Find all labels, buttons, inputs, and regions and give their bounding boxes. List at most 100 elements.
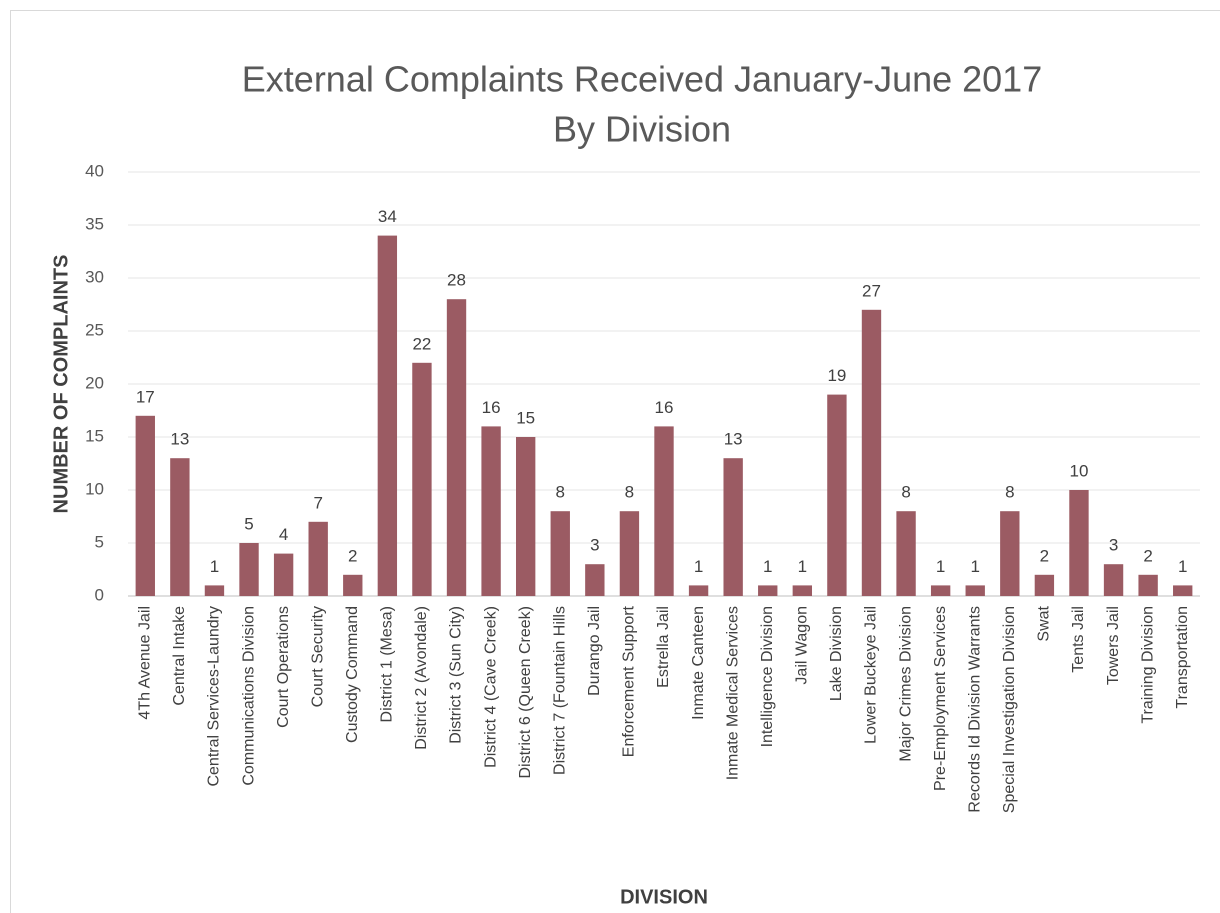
x-tick-label: Lake Division <box>828 606 845 701</box>
bar <box>170 458 190 596</box>
data-label: 28 <box>447 271 466 290</box>
x-tick-label: Major Crimes Division <box>897 606 914 762</box>
y-tick-label: 20 <box>85 373 104 392</box>
data-label: 1 <box>210 557 219 576</box>
data-label: 2 <box>1040 546 1049 565</box>
bar <box>654 426 674 596</box>
bar <box>1069 490 1089 596</box>
x-tick-label: Lower Buckeye Jail <box>863 606 880 744</box>
data-label: 8 <box>556 483 565 502</box>
bar <box>412 362 432 596</box>
x-tick-label: Communications Division <box>240 606 257 786</box>
data-label: 1 <box>970 557 979 576</box>
data-label: 13 <box>724 430 743 449</box>
y-tick-label: 0 <box>95 585 104 604</box>
x-tick-label: District 6 (Queen Creek) <box>517 606 534 779</box>
data-label: 7 <box>313 493 322 512</box>
chart-subtitle: By Division <box>553 109 731 150</box>
data-label: 5 <box>244 514 253 533</box>
data-label: 1 <box>1178 557 1187 576</box>
data-label: 1 <box>798 557 807 576</box>
y-tick-label: 35 <box>85 214 104 233</box>
bar <box>550 511 570 596</box>
data-label: 22 <box>412 334 431 353</box>
bar <box>861 309 882 596</box>
data-label: 16 <box>482 398 501 417</box>
x-tick-label: Transportation <box>1174 606 1191 709</box>
data-label: 2 <box>1143 546 1152 565</box>
x-axis-label: DIVISION <box>620 886 708 908</box>
bar <box>688 585 709 596</box>
chart-border <box>10 10 1220 913</box>
data-label: 8 <box>901 483 910 502</box>
x-tick-label: Custody Command <box>344 606 361 743</box>
bar <box>758 585 778 596</box>
data-label: 8 <box>625 483 634 502</box>
data-label: 8 <box>1005 483 1014 502</box>
bar <box>308 521 328 596</box>
data-label: 1 <box>936 557 945 576</box>
bar <box>343 574 363 596</box>
bar <box>204 585 225 596</box>
bar <box>446 299 467 596</box>
y-tick-label: 40 <box>85 161 104 180</box>
bar <box>1103 564 1124 596</box>
x-tick-label: Inmate Medical Services <box>724 606 741 780</box>
bar <box>239 543 259 596</box>
x-tick-label: Intelligence Division <box>759 606 776 747</box>
data-label: 2 <box>348 546 357 565</box>
data-label: 4 <box>279 525 288 544</box>
bar <box>965 585 985 596</box>
y-tick-label: 30 <box>85 267 104 286</box>
x-tick-label: Special Investigation Division <box>1001 606 1018 813</box>
data-label: 27 <box>862 281 881 300</box>
bar <box>1034 574 1055 596</box>
data-label: 17 <box>136 387 155 406</box>
bar <box>1000 511 1020 596</box>
x-tick-label: Central Intake <box>171 606 188 706</box>
bar <box>827 394 847 596</box>
chart-title: External Complaints Received January-Jun… <box>242 59 1042 100</box>
bar <box>481 426 501 596</box>
x-tick-label: Durango Jail <box>586 606 603 696</box>
data-label: 15 <box>516 408 535 427</box>
data-label: 16 <box>655 398 674 417</box>
bar <box>723 458 743 596</box>
data-label: 3 <box>1109 536 1118 555</box>
bar <box>377 235 398 596</box>
x-tick-label: Court Operations <box>275 606 292 728</box>
bar <box>135 415 155 596</box>
y-tick-label: 15 <box>85 426 104 445</box>
data-label: 19 <box>827 366 846 385</box>
bar <box>930 585 951 596</box>
bar <box>585 564 605 596</box>
bar <box>1173 585 1193 596</box>
x-tick-label: Enforcement Support <box>621 605 638 757</box>
x-tick-label: Central Services-Laundry <box>206 606 223 787</box>
x-tick-label: District 3 (Sun City) <box>448 606 465 744</box>
x-tick-label: Training Division <box>1139 606 1156 724</box>
x-tick-label: District 2 (Avondale) <box>413 606 430 750</box>
bar <box>896 511 916 596</box>
data-label: 1 <box>763 557 772 576</box>
x-tick-label: Court Security <box>309 606 326 707</box>
x-tick-label: District 4 (Cave Creek) <box>482 606 499 768</box>
data-label: 13 <box>170 430 189 449</box>
x-tick-label: Towers Jail <box>1105 606 1122 685</box>
x-tick-label: Jail Wagon <box>794 606 811 685</box>
y-tick-label: 25 <box>85 320 104 339</box>
x-tick-label: 4Th Avenue Jail <box>137 606 154 720</box>
x-tick-label: Estrella Jail <box>655 606 672 688</box>
x-tick-label: District 1 (Mesa) <box>379 606 396 722</box>
bar <box>619 511 640 596</box>
y-axis-label: NUMBER OF COMPLAINTS <box>50 255 72 514</box>
data-label: 3 <box>590 536 599 555</box>
x-tick-label: Tents Jail <box>1070 606 1087 673</box>
y-tick-label: 5 <box>95 532 104 551</box>
x-tick-label: Inmate Canteen <box>690 606 707 720</box>
bar <box>273 553 294 596</box>
bar <box>1138 574 1158 596</box>
x-tick-label: Pre-Employment Services <box>932 606 949 791</box>
x-tick-label: Swat <box>1036 605 1053 641</box>
